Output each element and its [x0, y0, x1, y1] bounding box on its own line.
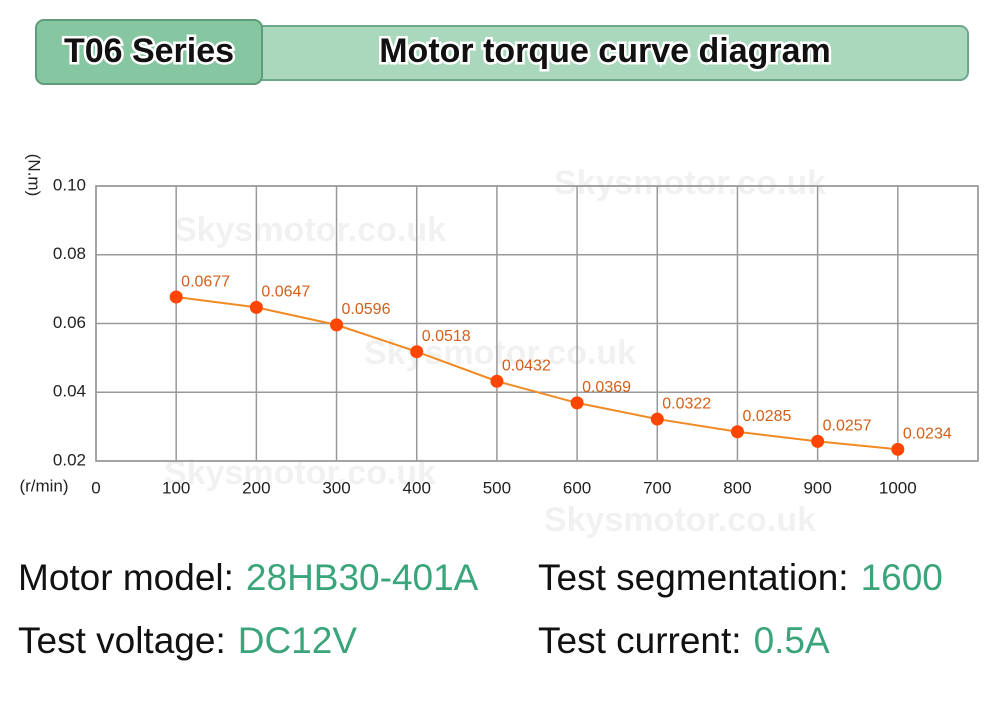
- data-point: [330, 318, 344, 332]
- data-label: 0.0432: [502, 357, 551, 374]
- info-label: Test current:: [538, 620, 742, 661]
- data-point: [249, 300, 263, 314]
- y-tick-label: 0.04: [53, 382, 86, 401]
- y-tick-label: 0.02: [53, 450, 86, 469]
- data-point: [410, 345, 424, 359]
- watermark: Skysmotor.co.uk: [544, 501, 816, 539]
- watermark: Skysmotor.co.uk: [174, 211, 446, 249]
- x-tick-label: 200: [242, 478, 270, 497]
- x-tick-label: 0: [91, 478, 100, 497]
- x-tick-label: 700: [643, 478, 671, 497]
- info-value: 28HB30-401A: [246, 557, 479, 598]
- x-tick-label: 500: [483, 478, 511, 497]
- info-label: Test segmentation:: [538, 557, 849, 598]
- data-point: [891, 442, 905, 456]
- data-point: [650, 412, 664, 426]
- x-tick-label: 100: [162, 478, 190, 497]
- info-label: Motor model:: [18, 557, 234, 598]
- x-tick-label: 600: [563, 478, 591, 497]
- data-point: [490, 374, 504, 388]
- data-label: 0.0647: [261, 284, 310, 301]
- info-value: 1600: [861, 557, 943, 598]
- y-tick-label: 0.08: [53, 244, 86, 263]
- x-axis-label: (r/min): [19, 476, 68, 495]
- x-tick-label: 1000: [879, 478, 917, 497]
- info-label: Test voltage:: [18, 620, 226, 661]
- data-label: 0.0257: [823, 418, 872, 435]
- data-point: [811, 434, 825, 448]
- data-label: 0.0518: [422, 328, 471, 345]
- data-point: [730, 425, 744, 439]
- x-tick-label: 300: [322, 478, 350, 497]
- x-tick-label: 800: [723, 478, 751, 497]
- data-label: 0.0322: [662, 395, 711, 412]
- x-tick-label: 400: [403, 478, 431, 497]
- watermark: Skysmotor.co.uk: [364, 334, 636, 372]
- data-label: 0.0285: [742, 408, 791, 425]
- data-point: [169, 290, 183, 304]
- watermark: Skysmotor.co.uk: [164, 454, 436, 492]
- data-label: 0.0234: [903, 426, 952, 443]
- y-axis-label: (N.m): [25, 154, 44, 196]
- x-tick-label: 900: [803, 478, 831, 497]
- data-point: [570, 396, 584, 410]
- y-tick-label: 0.10: [53, 175, 86, 194]
- header-tag: [35, 19, 263, 85]
- data-label: 0.0596: [342, 301, 391, 318]
- watermark: Skysmotor.co.uk: [554, 164, 826, 202]
- info-value: DC12V: [238, 620, 358, 661]
- header-title: Motor torque curve diagram: [379, 32, 831, 70]
- y-tick-label: 0.06: [53, 313, 86, 332]
- series-line: [176, 296, 898, 451]
- series-name: T06 Series: [64, 32, 234, 70]
- data-label: 0.0369: [582, 379, 631, 396]
- data-label: 0.0677: [181, 273, 230, 290]
- info-value: 0.5A: [754, 620, 830, 661]
